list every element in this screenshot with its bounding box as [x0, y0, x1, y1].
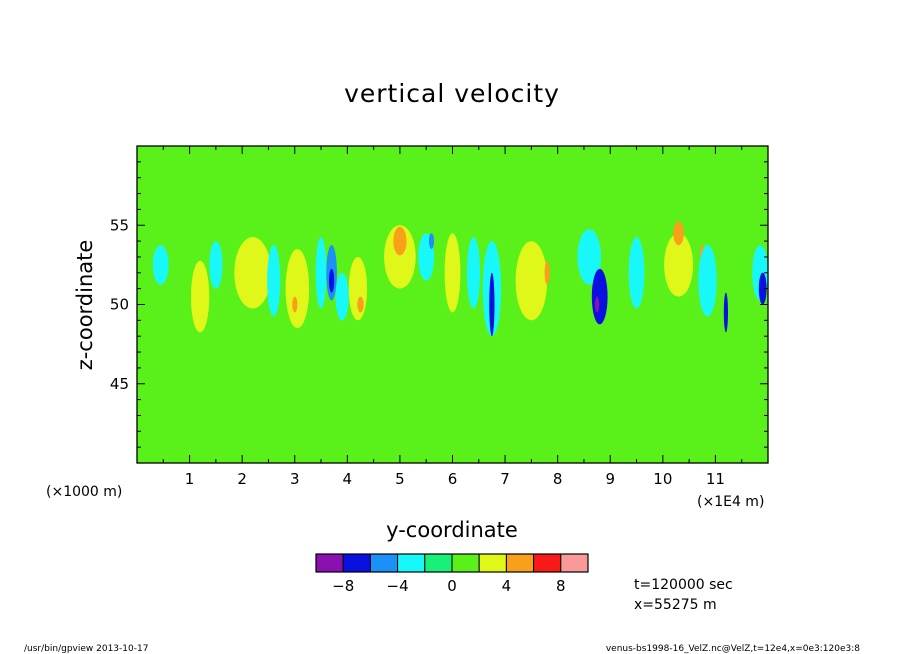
position-label: x=55275 m: [634, 597, 717, 613]
x-tick-label-10: 11: [706, 470, 725, 488]
x-tick-label-3: 4: [343, 470, 353, 488]
colorbar: −8 −4 0 4 8: [315, 553, 589, 595]
x-tick-label-6: 7: [500, 470, 510, 488]
contour-region-26: [595, 296, 600, 313]
x-tick-label-0: 1: [185, 470, 195, 488]
contour-region-34: [758, 272, 767, 305]
contour-region-22: [515, 241, 548, 321]
y-tick-label-1: 50: [110, 296, 129, 314]
contour-region-31: [698, 245, 717, 317]
contour-region-18: [444, 233, 461, 313]
colorbar-tick-label-3: 4: [502, 577, 512, 595]
x-tick-label-1: 2: [237, 470, 247, 488]
contour-region-17: [428, 233, 435, 250]
colorbar-swatch-1: [342, 553, 371, 573]
colorbar-swatch-2: [369, 553, 399, 573]
contour-region-4: [234, 237, 272, 309]
time-label: t=120000 sec: [634, 577, 733, 593]
contour-region-24: [577, 229, 601, 285]
x-axis: 1 2 3 4 5 6 7 8 9 10 11: [162, 146, 743, 488]
colorbar-tick-label-0: −8: [332, 577, 354, 595]
contour-region-8: [315, 237, 327, 309]
contour-region-2: [190, 260, 210, 333]
x-tick-label-9: 10: [653, 470, 672, 488]
colorbar-swatch-4: [424, 553, 453, 573]
x-tick-label-8: 9: [605, 470, 615, 488]
x-tick-label-2: 3: [290, 470, 300, 488]
colorbar-swatch-8: [533, 553, 562, 573]
contour-region-1: [152, 245, 169, 285]
colorbar-frame: [315, 553, 589, 573]
colorbar-swatch-3: [397, 553, 426, 573]
contour-region-3: [209, 241, 223, 289]
contour-region-0: [152, 213, 174, 238]
contour-region-21: [489, 272, 495, 337]
x-tick-label-5: 6: [448, 470, 458, 488]
y-tick-label-0: 45: [110, 375, 129, 393]
y-tick-label-2: 55: [110, 216, 129, 234]
x-unit-left: (×1000 m): [46, 484, 122, 500]
x-tick-label-4: 5: [395, 470, 405, 488]
contour-region-10: [329, 268, 335, 293]
contour-region-25: [591, 268, 608, 325]
colorbar-swatch-9: [560, 553, 589, 573]
contour-region-12: [348, 256, 368, 321]
colorbar-swatch-7: [505, 553, 535, 573]
contour-region-27: [628, 237, 645, 309]
colorbar-tick-label-2: 0: [447, 577, 457, 595]
contour-region-11: [335, 272, 349, 321]
y-axis: 45 50 55: [110, 161, 768, 448]
contour-region-14: [384, 225, 416, 289]
colorbar-tick-label-1: −4: [387, 577, 409, 595]
x-unit-right: (×1E4 m): [697, 494, 764, 510]
contour-region-5: [267, 245, 281, 317]
colorbar-swatch-6: [478, 553, 507, 573]
footer-right: venus-bs1998-16_VelZ.nc@VelZ,t=12e4,x=0e…: [606, 644, 860, 654]
plot-area: [137, 146, 768, 463]
contour-region-29: [673, 221, 684, 246]
chart-title: vertical velocity: [344, 79, 560, 108]
contour-region-32: [723, 292, 729, 333]
contour-region-7: [292, 296, 298, 313]
contour-fields: [152, 213, 768, 337]
colorbar-swatch-0: [315, 553, 344, 573]
x-axis-title: y-coordinate: [386, 518, 518, 542]
x-tick-label-7: 8: [553, 470, 563, 488]
contour-region-6: [285, 249, 310, 329]
footer-left: /usr/bin/gpview 2013-10-17: [24, 644, 148, 654]
y-axis-title: z-coordinate: [73, 240, 97, 371]
colorbar-swatch-5: [451, 553, 480, 573]
contour-region-15: [393, 226, 407, 256]
colorbar-tick-label-4: 8: [556, 577, 566, 595]
contour-region-28: [664, 233, 694, 297]
contour-region-19: [466, 237, 481, 309]
contour-region-13: [357, 296, 364, 313]
contour-region-23: [544, 260, 550, 285]
